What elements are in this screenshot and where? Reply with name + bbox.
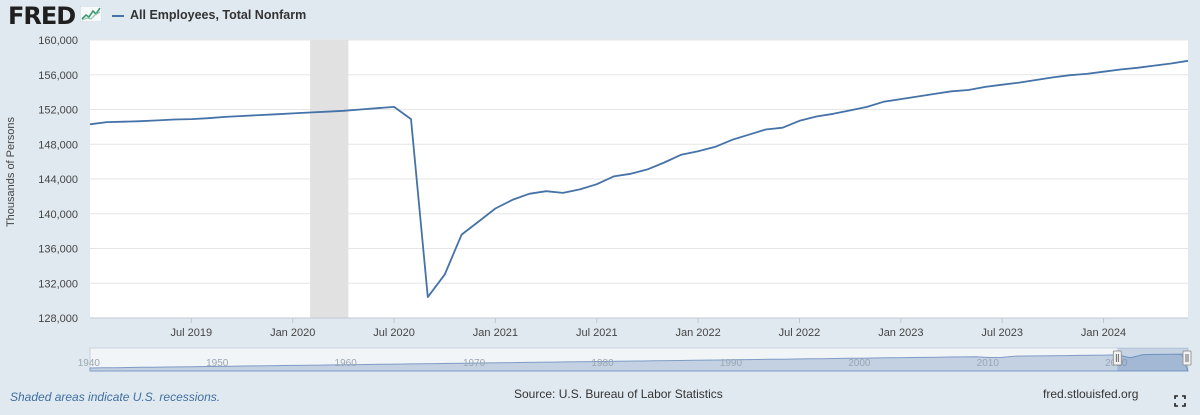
y-tick-label: 156,000: [38, 70, 78, 82]
sparkline-icon: [80, 6, 102, 22]
navigator-year-label: 1970: [463, 358, 486, 369]
fred-logo[interactable]: FRED: [8, 2, 76, 30]
line-chart[interactable]: 128,000 132,000 136,000 140,000 144,000 148,0…: [0, 0, 1200, 385]
navigator-year-label: 2010: [977, 358, 1000, 369]
navigator-series-area: [89, 353, 1189, 372]
navigator-year-label: 1940: [78, 358, 101, 369]
site-link[interactable]: fred.stlouisfed.org: [1043, 387, 1139, 401]
navigator-handle-left[interactable]: [1112, 350, 1122, 366]
recession-note: Shaded areas indicate U.S. recessions.: [10, 390, 221, 404]
series-line[interactable]: [89, 59, 1189, 299]
navigator-handle-right[interactable]: [1182, 350, 1192, 366]
x-tick-label: Jan 2022: [675, 327, 720, 339]
y-tick-label: 132,000: [38, 278, 78, 290]
navigator-year-label: 1960: [335, 358, 358, 369]
x-tick-label: Jul 2023: [981, 327, 1023, 339]
x-tick-label: Jan 2023: [878, 327, 923, 339]
source-text: Source: U.S. Bureau of Labor Statistics: [514, 387, 723, 401]
y-axis-ticks: 128,000 132,000 136,000 140,000 144,000 148,0…: [38, 35, 78, 325]
series-layer: [89, 59, 1189, 299]
x-tick-label: Jul 2020: [373, 327, 415, 339]
y-axis-label: Thousands of Persons: [5, 116, 17, 228]
navigator-selected-range[interactable]: [1117, 348, 1188, 371]
y-tick-label: 160,000: [38, 35, 78, 47]
chart-header: FRED All Employees, Total Nonfarm: [0, 0, 1200, 34]
navigator[interactable]: 194019501960197019801990200020102020: [78, 347, 1192, 372]
x-tick-label: Jul 2019: [171, 327, 213, 339]
x-tick-label: Jan 2020: [270, 327, 315, 339]
y-tick-label: 136,000: [38, 244, 78, 256]
navigator-year-label: 1990: [720, 358, 743, 369]
y-axis-label-wrap: Thousands of Persons: [5, 117, 25, 227]
y-tick-label: 140,000: [38, 209, 78, 221]
navigator-year-label: 1980: [591, 358, 614, 369]
x-tick-label: Jan 2024: [1081, 327, 1126, 339]
fullscreen-icon[interactable]: [1174, 395, 1186, 407]
legend-series-line: [112, 15, 124, 17]
y-tick-label: 144,000: [38, 174, 78, 186]
x-tick-label: Jan 2021: [473, 327, 518, 339]
recession-band: [310, 40, 349, 318]
recession-shade: [310, 40, 349, 318]
x-axis-ticks: Jul 2019 Jan 2020 Jul 2020 Jan 2021 Jul 2021…: [90, 317, 1188, 339]
y-tick-label: 128,000: [38, 313, 78, 325]
x-tick-label: Jul 2021: [576, 327, 618, 339]
x-tick-label: Jul 2022: [779, 327, 821, 339]
legend-series-label: All Employees, Total Nonfarm: [130, 8, 307, 22]
navigator-year-label: 2000: [848, 358, 871, 369]
navigator-year-label: 1950: [206, 358, 229, 369]
y-tick-label: 152,000: [38, 105, 78, 117]
y-tick-label: 148,000: [38, 139, 78, 151]
